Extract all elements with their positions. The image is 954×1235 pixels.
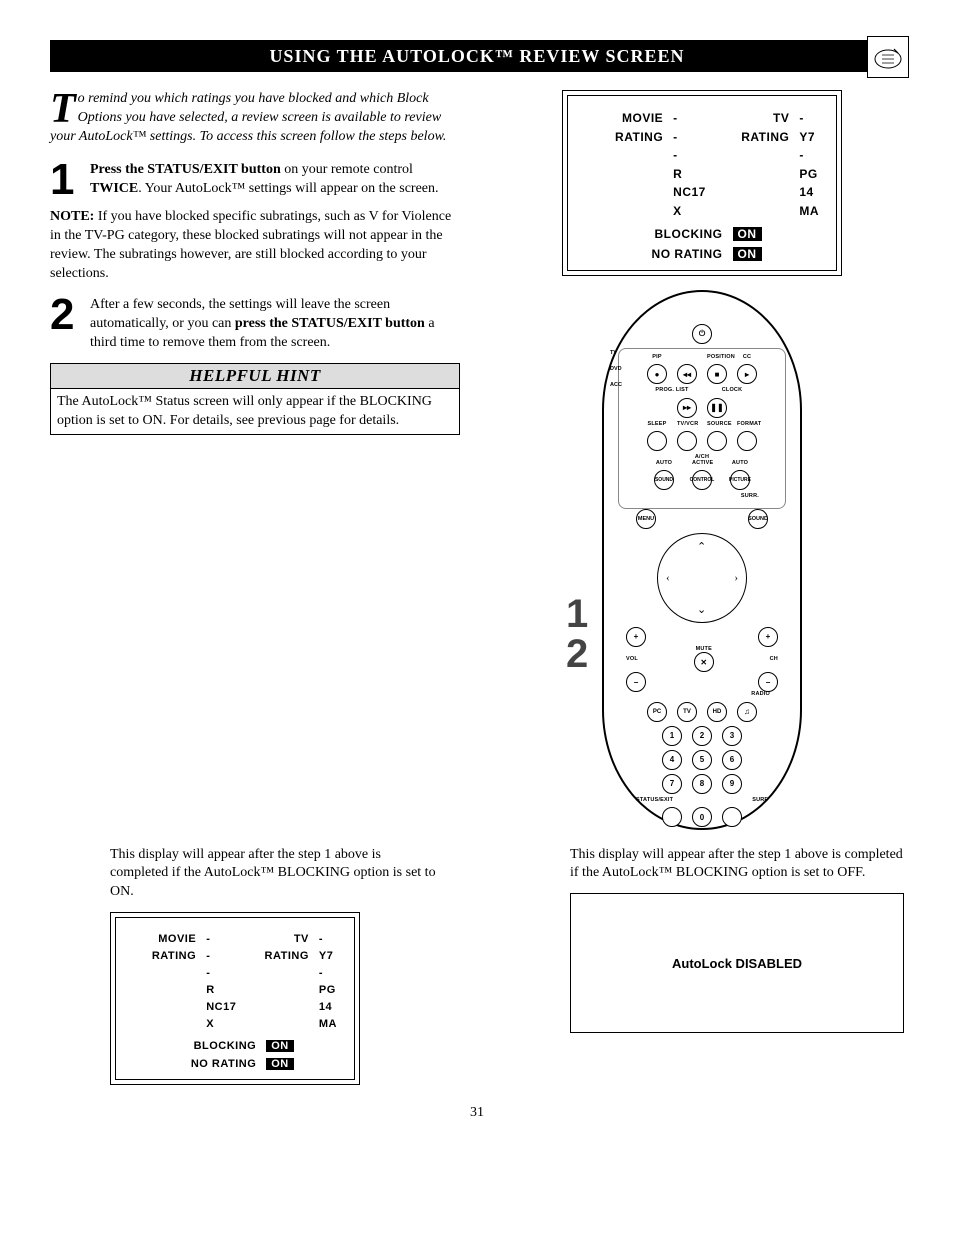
osd-display-small: MOVIE RATING - - - R NC17 X TV RATING - … [110,912,360,1084]
surf-button[interactable] [722,807,742,827]
side-label-tv: TV [610,350,617,356]
step-number: 1 [50,161,80,199]
right-column: MOVIE RATING - - - R NC17 X TV RATING - … [500,90,904,830]
step-body: Press the STATUS/EXIT button on your rem… [90,161,460,199]
hint-title: HELPFUL HINT [50,363,460,389]
menu-button[interactable]: MENU [636,509,656,529]
sound-button[interactable]: SOUND [748,509,768,529]
ch-up-button[interactable]: + [758,627,778,647]
step-2: 2 After a few seconds, the settings will… [50,296,460,353]
num-4[interactable]: 4 [662,750,682,770]
play-button[interactable]: ▸ [737,364,757,384]
ff-button[interactable]: ▸▸ [677,398,697,418]
autosound-button[interactable]: SOUND [654,470,674,490]
tv-rating-label: TV RATING [732,109,789,221]
tv-button[interactable]: TV [677,702,697,722]
blocking-label: BLOCKING [643,227,723,241]
drop-cap: T [50,94,76,124]
num-3[interactable]: 3 [722,726,742,746]
num-1[interactable]: 1 [662,726,682,746]
bottom-right: This display will appear after the step … [570,846,904,1085]
manual-icon [867,36,909,78]
helpful-hint-box: HELPFUL HINT The AutoLock™ Status screen… [50,363,460,436]
movie-rating-values: - - - R NC17 X [673,109,706,221]
osd-display-big: MOVIE RATING - - - R NC17 X TV RATING - … [562,90,842,276]
mute-button[interactable]: ✕ [694,652,714,672]
side-label-acc: ACC [610,382,622,388]
sleep-button[interactable] [647,431,667,451]
dpad[interactable]: ⌃ ⌄ ‹ › [657,533,747,623]
left-column: To remind you which ratings you have blo… [50,90,460,830]
note-paragraph: NOTE: If you have blocked specific subra… [50,208,460,284]
pc-button[interactable]: PC [647,702,667,722]
hd-button[interactable]: HD [707,702,727,722]
num-2[interactable]: 2 [692,726,712,746]
power-button[interactable]: ⏻ [692,324,712,344]
blocking-value: ON [733,227,762,241]
vol-up-button[interactable]: + [626,627,646,647]
stop-button[interactable]: ■ [707,364,727,384]
pip-button[interactable]: ● [647,364,667,384]
bottom-left: This display will appear after the step … [110,846,440,1085]
num-8[interactable]: 8 [692,774,712,794]
disabled-display: AutoLock DISABLED [570,893,904,1033]
status-exit-button[interactable] [662,807,682,827]
format-button[interactable] [737,431,757,451]
num-0[interactable]: 0 [692,807,712,827]
disabled-text: AutoLock DISABLED [672,956,802,971]
remote-control: 1 2 TV DVD ACC ⏻ PIPPOSITIONCC ● ◂◂ ■ ▸ … [602,290,802,830]
movie-rating-label: MOVIE RATING [585,109,663,221]
norating-label: NO RATING [643,247,723,261]
rewind-button[interactable]: ◂◂ [677,364,697,384]
num-9[interactable]: 9 [722,774,742,794]
num-5[interactable]: 5 [692,750,712,770]
vol-down-button[interactable]: − [626,672,646,692]
caption-off: This display will appear after the step … [570,846,904,884]
caption-on: This display will appear after the step … [110,846,440,903]
page-number: 31 [50,1105,904,1121]
intro-text: To remind you which ratings you have blo… [50,90,460,147]
num-6[interactable]: 6 [722,750,742,770]
callout-1: 1 [566,592,588,637]
control-button[interactable]: CONTROL [692,470,712,490]
page-title: USING THE AUTOLOCK™ REVIEW SCREEN [269,46,684,67]
step-1: 1 Press the STATUS/EXIT button on your r… [50,161,460,199]
step-number: 2 [50,296,80,353]
ch-down-button[interactable]: − [758,672,778,692]
header-bar: USING THE AUTOLOCK™ REVIEW SCREEN [50,40,904,72]
source-button[interactable] [707,431,727,451]
callout-2: 2 [566,632,588,677]
pause-button[interactable]: ❚❚ [707,398,727,418]
hint-body: The AutoLock™ Status screen will only ap… [50,389,460,436]
radio-button[interactable]: ♫ [737,702,757,722]
side-label-dvd: DVD [610,366,622,372]
num-7[interactable]: 7 [662,774,682,794]
norating-value: ON [733,247,762,261]
tv-rating-values: - Y7 - PG 14 MA [799,109,819,221]
tvvcr-button[interactable] [677,431,697,451]
autopicture-button[interactable]: PICTURE [730,470,750,490]
step-body: After a few seconds, the settings will l… [90,296,460,353]
